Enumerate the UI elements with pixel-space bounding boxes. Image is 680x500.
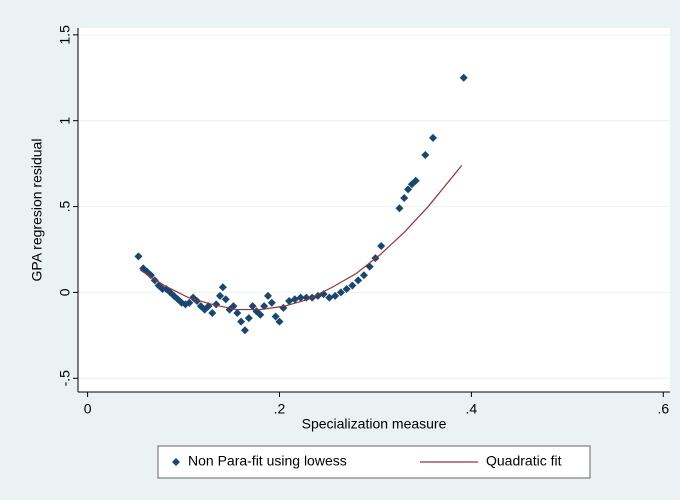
scatter-point <box>240 326 249 335</box>
scatter-point <box>237 317 246 326</box>
scatter-point <box>248 302 257 311</box>
scatter-point <box>359 271 368 280</box>
y-tick-label: 1.5 <box>57 25 73 45</box>
scatter-point <box>325 293 334 302</box>
scatter-point <box>290 295 299 304</box>
legend-marker <box>172 458 180 466</box>
scatter-point <box>395 204 404 213</box>
scatter-point <box>233 309 242 318</box>
legend-label: Non Para-fit using lowess <box>188 453 347 469</box>
scatter-point <box>336 288 345 297</box>
scatter-point <box>331 291 340 300</box>
scatter-point <box>244 314 253 323</box>
plot-area <box>78 28 670 392</box>
y-tick-label: 1 <box>57 117 73 125</box>
scatter-point <box>342 284 351 293</box>
y-axis-title: GPA regresion residual <box>29 139 45 282</box>
scatter-point <box>216 291 225 300</box>
scatter-point <box>400 193 409 202</box>
scatter-point <box>459 73 468 82</box>
scatter-point <box>285 297 294 305</box>
scatter-point <box>134 252 143 261</box>
scatter-point <box>354 276 363 285</box>
y-tick-label: -.5 <box>57 370 73 387</box>
legend-label: Quadratic fit <box>486 453 562 469</box>
scatter-point <box>296 293 305 302</box>
scatter-point <box>421 151 430 160</box>
y-tick-label: .5 <box>57 201 73 213</box>
scatter-point <box>263 291 272 300</box>
x-tick-label: .4 <box>466 401 478 417</box>
x-tick-label: 0 <box>84 401 92 417</box>
x-tick-label: .6 <box>657 401 669 417</box>
legend <box>157 445 591 479</box>
scatter-point <box>348 281 357 290</box>
x-tick-label: .2 <box>274 401 286 417</box>
y-tick-label: 0 <box>57 288 73 296</box>
scatter-point <box>275 317 284 326</box>
x-axis-title: Specialization measure <box>302 416 447 432</box>
scatter-point <box>411 176 420 185</box>
scatter-point <box>185 298 194 307</box>
scatter-point <box>404 185 413 194</box>
scatter-point <box>267 298 276 307</box>
fit-line <box>140 164 463 311</box>
scatter-point <box>221 295 230 304</box>
scatter-point <box>212 300 221 309</box>
scatter-point <box>429 133 438 142</box>
scatter-point <box>377 242 386 251</box>
scatter-point <box>271 312 280 321</box>
scatter-point <box>256 310 265 319</box>
scatter-point <box>208 309 217 318</box>
scatter-point <box>146 271 155 280</box>
scatter-point <box>218 283 227 292</box>
